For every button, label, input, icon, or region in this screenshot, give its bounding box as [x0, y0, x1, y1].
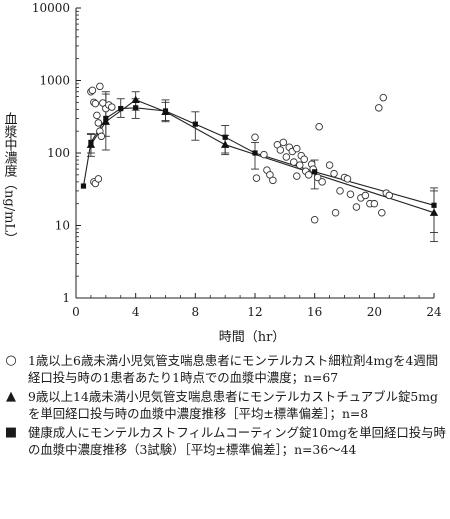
y-tick-label: 10000: [32, 1, 70, 15]
square-point: [222, 134, 228, 140]
triangle-point: [101, 117, 111, 125]
square-point: [118, 105, 124, 112]
x-tick-label: 20: [367, 305, 382, 319]
x-tick-label: 4: [132, 305, 140, 319]
square-point: [103, 115, 109, 122]
square-point: [80, 183, 87, 189]
y-axis-label: 血漿中濃度（ng/mL）: [2, 112, 18, 245]
scatter-point: [378, 208, 386, 217]
scatter-point: [276, 146, 285, 154]
y-tick-label: 100: [47, 146, 70, 160]
square-point: [252, 150, 258, 156]
scatter-point: [346, 190, 355, 198]
scatter-point: [330, 169, 338, 178]
x-tick-label: 0: [72, 305, 80, 319]
scatter-point: [252, 174, 261, 182]
scatter-point: [379, 93, 388, 102]
legend-item-square: ■ 健康成人にモンテルカストフィルムコーティング錠10mgを単回経口投与時の血漿…: [0, 424, 450, 458]
triangle-point: [220, 140, 230, 148]
scatter-point: [282, 153, 291, 161]
legend: ○ 1歳以上6歳未満小児気管支喘息患者にモンテルカスト細粒剤4mgを4週間経口投…: [0, 352, 450, 460]
y-tick-label: 1000: [39, 74, 70, 88]
square-point: [133, 105, 139, 111]
legend-text-square: 健康成人にモンテルカストフィルムコーティング錠10mgを単回経口投与時の血漿中濃…: [28, 425, 446, 457]
scatter-point: [315, 123, 323, 131]
error-bars: [86, 91, 438, 243]
square-point: [431, 202, 437, 208]
scatter-point: [293, 144, 301, 153]
scatter-point: [97, 132, 106, 141]
scatter-point: [318, 178, 326, 186]
scatter-point: [290, 158, 298, 166]
scatter-point: [336, 187, 344, 195]
scatter-point: [94, 119, 103, 127]
scatter-point: [313, 173, 322, 182]
chart-axes: 1 10 100 1000 10000 0 4 8 12 16 20 24: [32, 1, 442, 319]
scatter-point: [293, 172, 301, 180]
scatter-point: [325, 161, 334, 169]
scatter-point: [343, 175, 352, 183]
scatter-point: [385, 191, 394, 200]
square-point: [162, 108, 169, 114]
x-axis-label: 時間（hr）: [219, 330, 286, 345]
legend-item-circle: ○ 1歳以上6歳未満小児気管支喘息患者にモンテルカスト細粒剤4mgを4週間経口投…: [0, 352, 450, 386]
scatter-point: [279, 138, 288, 147]
y-tick-label: 1: [62, 291, 70, 305]
filled-triangle-icon: ▲: [6, 389, 16, 404]
x-tick-label: 24: [426, 305, 442, 319]
filled-square-icon: ■: [4, 425, 18, 440]
scatter-point: [94, 175, 103, 183]
x-tick-label: 8: [192, 305, 200, 319]
square-point: [312, 169, 318, 175]
legend-text-circle: 1歳以上6歳未満小児気管支喘息患者にモンテルカスト細粒剤4mgを4週間経口投与時…: [28, 353, 439, 385]
legend-item-triangle: ▲ 9歳以上14歳未満小児気管支喘息患者にモンテルカストチュアブル錠5mgを単回…: [0, 388, 450, 422]
series-line-square: [82, 107, 435, 206]
y-tick-label: 10: [55, 219, 70, 233]
square-point: [192, 121, 198, 127]
scatter-point: [361, 191, 370, 200]
axis-labels: 血漿中濃度（ng/mL） 時間（hr）: [2, 112, 286, 345]
x-tick-label: 16: [307, 305, 322, 319]
scatter-point: [375, 104, 383, 112]
scatter-point: [108, 103, 116, 111]
x-tick-label: 12: [247, 305, 262, 319]
scatter-point: [296, 161, 304, 169]
scatter-point: [93, 111, 101, 120]
scatter-point: [269, 176, 277, 185]
concentration-time-chart: 1 10 100 1000 10000 0 4 8 12 16 20 24 血漿中濃度（ng/mL） …: [2, 1, 442, 345]
scatter-point: [260, 150, 268, 159]
legend-text-triangle: 9歳以上14歳未満小児気管支喘息患者にモンテルカストチュアブル錠5mgを単回経口…: [28, 389, 438, 421]
scatter-point: [310, 216, 319, 224]
triangle-point: [429, 208, 439, 216]
scatter-point: [304, 171, 313, 179]
open-circle-icon: ○: [5, 353, 17, 368]
scatter-point: [251, 133, 259, 141]
scatter-point: [300, 155, 308, 163]
scatter-point: [331, 208, 340, 217]
square-point: [88, 139, 94, 146]
scatter-point: [91, 99, 100, 108]
triangle-point: [131, 95, 140, 104]
scatter-point: [88, 86, 97, 95]
scatter-point: [352, 203, 361, 211]
scatter-point: [96, 82, 104, 91]
scatter-point: [370, 199, 379, 208]
series-line-triangle: [90, 99, 435, 214]
data-markers: [80, 82, 439, 224]
